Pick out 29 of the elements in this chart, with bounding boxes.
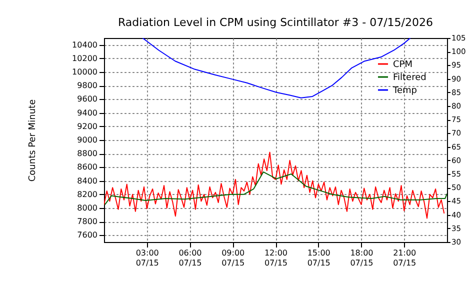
- legend-label: Filtered: [393, 73, 426, 83]
- y-tick-label: 8000: [77, 204, 98, 212]
- x-tick-label: 18:00 07/15: [350, 248, 374, 268]
- y-tick-label: 9400: [77, 108, 98, 118]
- y-tick-label: 7800: [77, 217, 98, 226]
- chart-title: Radiation Level in CPM using Scintillator #3 - 07/15/2026: [118, 16, 433, 29]
- x-tick-label: 15:00 07/15: [307, 248, 330, 268]
- legend-label: Temp: [392, 86, 418, 96]
- y-tick-label: 8800: [77, 149, 98, 158]
- y-tick-label: 8400: [77, 176, 98, 186]
- x-tick-label: 06:00 07/15: [178, 248, 202, 268]
- line-series: [104, 171, 447, 206]
- y-tick-label: 10000: [72, 68, 98, 76]
- y-tick-label: 9200: [77, 122, 98, 131]
- y-tick-label: 9000: [77, 136, 98, 144]
- x-tick-label: 12:00 07/15: [264, 248, 288, 268]
- y-tick-label: 10200: [72, 54, 98, 63]
- y-tick-label: 8200: [77, 190, 98, 199]
- x-tick-label: 09:00 07/15: [222, 248, 245, 268]
- x-tick-label: 21:00 07/15: [393, 248, 416, 268]
- y-tick-label: 9600: [77, 94, 98, 104]
- y-axis-title: Counts Per Minute: [28, 98, 38, 182]
- y-tick-label: 8600: [77, 162, 98, 172]
- y-tick-label: 7600: [77, 230, 98, 240]
- y-tick-label: 9800: [77, 81, 98, 90]
- y-tick-label: 10400: [72, 40, 98, 50]
- legend-label: CPM: [393, 60, 412, 70]
- line-series: [104, 152, 445, 219]
- x-tick-label: 03:00 07/15: [136, 248, 159, 268]
